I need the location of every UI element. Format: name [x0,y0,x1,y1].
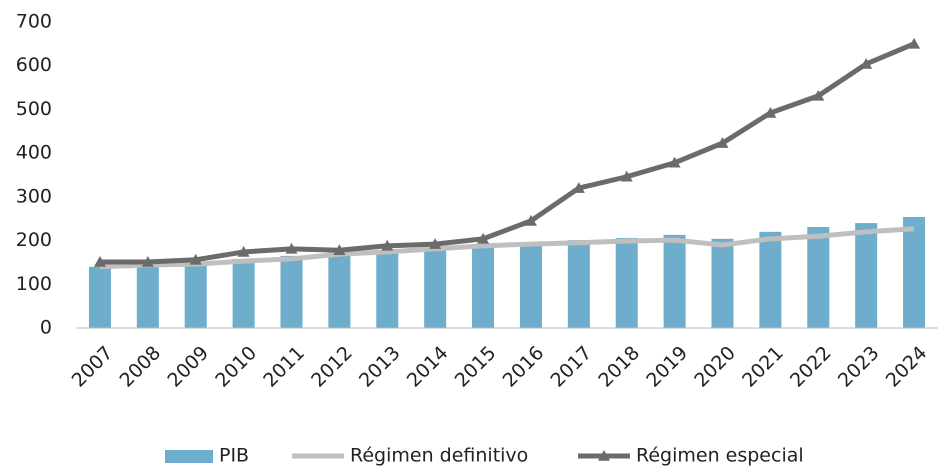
bar [184,264,207,328]
bar [328,251,351,328]
x-tick-label: 2011 [259,342,309,392]
bar [903,216,926,328]
y-tick-label: 300 [16,185,52,207]
x-tick-label: 2022 [786,342,836,392]
bar [232,258,255,328]
bar [519,243,542,328]
x-tick-label: 2021 [738,342,788,392]
marker [860,57,873,69]
marker [141,255,154,267]
x-tick-label: 2013 [355,342,405,392]
x-tick-label: 2009 [163,342,213,392]
x-tick-label: 2018 [594,342,644,392]
y-tick-label: 700 [16,11,52,33]
marker [764,106,777,118]
x-tick-label: 2015 [451,342,501,392]
bar [855,223,878,328]
marker [716,137,729,148]
y-tick-label: 0 [40,317,52,339]
legend-label: Régimen especial [636,445,804,467]
line [99,226,915,270]
x-tick-label: 2010 [211,342,261,392]
bar [711,238,734,328]
x-tick-label: 2023 [834,342,884,392]
marker [477,232,490,244]
x-tick-label: 2019 [642,342,692,392]
bar [136,265,159,328]
legend-marker [598,450,610,461]
x-tick-label: 2007 [68,342,118,392]
x-tick-label: 2017 [547,342,597,392]
bar [759,231,782,328]
y-tick-label: 100 [16,273,52,295]
marker [812,89,825,101]
bar [663,234,686,328]
x-tick-label: 2008 [116,342,166,392]
marker [189,253,202,265]
legend-swatch [165,450,213,463]
x-tick-label: 2020 [690,342,740,392]
bar [615,237,638,328]
y-tick-label: 600 [16,54,52,76]
marker [285,242,298,254]
y-tick-label: 500 [16,98,52,120]
bar [88,266,111,328]
marker [93,255,106,267]
line [99,41,916,265]
marker [524,214,537,226]
marker [381,239,394,251]
marker [429,238,442,249]
bar [567,240,590,328]
bar [807,227,830,328]
y-tick-label: 200 [16,229,52,251]
x-tick-label: 2024 [882,342,932,392]
marker [237,245,250,257]
bar [280,255,303,328]
legend-label: Régimen definitivo [350,445,528,467]
marker [620,170,633,182]
marker [908,37,921,49]
x-tick-label: 2014 [403,342,453,392]
legend-label: PIB [219,445,249,467]
y-tick-label: 400 [16,142,52,164]
marker [668,156,681,168]
marker [333,244,346,255]
x-tick-label: 2012 [307,342,357,392]
bar [376,250,399,328]
marker [572,182,585,193]
x-tick-label: 2016 [499,342,549,392]
bar [472,244,495,328]
bar [424,248,447,328]
